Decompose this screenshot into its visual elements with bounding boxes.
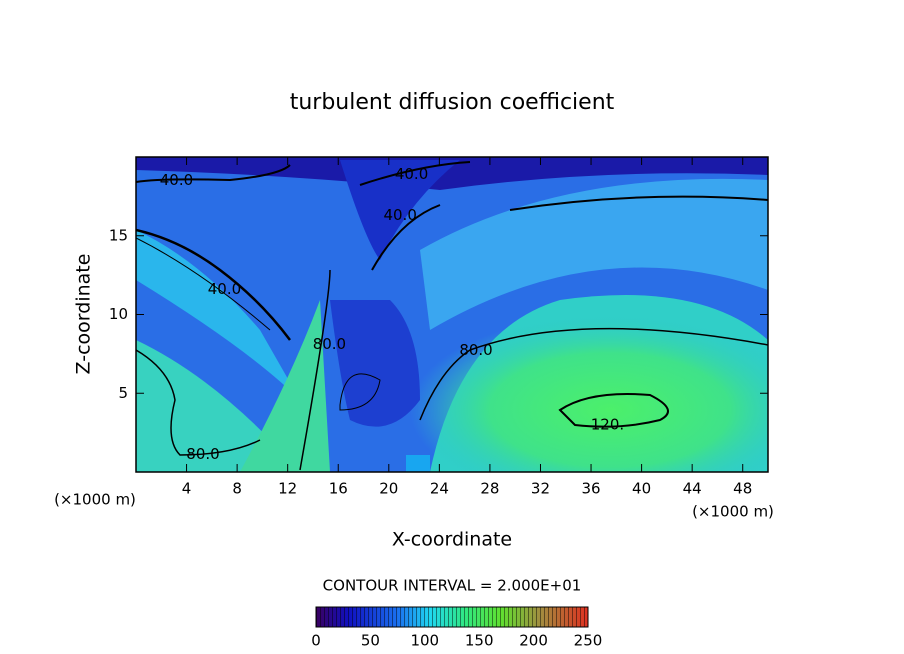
contour-label: 80.0	[313, 335, 346, 353]
x-tick-label: 8	[232, 480, 242, 498]
x-axis-label: X-coordinate	[392, 529, 512, 551]
y-tick-label: 5	[118, 384, 128, 402]
contour-label: 80.0	[186, 445, 219, 463]
colorbar-stripes	[316, 607, 588, 627]
colorbar-frame	[315, 606, 589, 628]
x-tick-label: 16	[329, 480, 348, 498]
y-tick-label: 15	[109, 226, 128, 244]
colorbar-tick-label: 100	[410, 632, 439, 650]
x-tick-label: 48	[733, 480, 752, 498]
x-unit-left: (×1000 m)	[54, 491, 136, 509]
contour-label: 40.0	[160, 171, 193, 189]
x-tick-label: 40	[632, 480, 651, 498]
contour-label: 120.	[591, 415, 624, 433]
x-tick-label: 32	[531, 480, 550, 498]
x-unit-right: (×1000 m)	[692, 503, 774, 521]
x-tick-label: 36	[581, 480, 600, 498]
x-tick-label: 20	[379, 480, 398, 498]
colorbar-tick-label: 150	[465, 632, 494, 650]
contour-label: 80.0	[459, 341, 492, 359]
colorbar-tick-label: 0	[311, 632, 321, 650]
colorbar-tick-label: 250	[574, 632, 603, 650]
contour-interval: CONTOUR INTERVAL = 2.000E+01	[323, 577, 582, 595]
contour-label: 40.0	[383, 206, 416, 224]
colorbar-tick-label: 50	[361, 632, 380, 650]
x-tick-label: 44	[683, 480, 702, 498]
contour-label: 40.0	[395, 165, 428, 183]
colorbar-tick-label: 200	[519, 632, 548, 650]
field	[136, 157, 768, 472]
x-tick-label: 4	[182, 480, 192, 498]
x-tick-label: 28	[480, 480, 499, 498]
y-axis-label: Z-coordinate	[73, 254, 95, 375]
x-tick-label: 24	[430, 480, 449, 498]
contour-label: 40.0	[208, 280, 241, 298]
chart-title: turbulent diffusion coefficient	[290, 90, 615, 115]
x-tick-label: 12	[278, 480, 297, 498]
y-tick-label: 10	[109, 305, 128, 323]
